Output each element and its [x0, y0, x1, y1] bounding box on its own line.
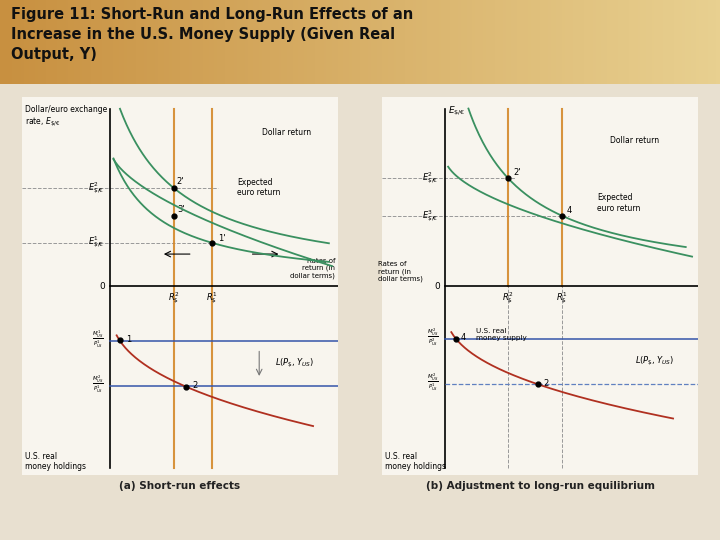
Text: $R^2_\$$: $R^2_\$$	[503, 291, 514, 306]
Text: $E^3_{\$/€}$: $E^3_{\$/€}$	[423, 208, 438, 224]
Text: 1: 1	[126, 335, 131, 344]
Text: 1': 1'	[218, 234, 225, 243]
Text: 3': 3'	[177, 206, 184, 214]
Text: U.S. real
money supply: U.S. real money supply	[477, 328, 527, 341]
Text: U.S. real
money holdings: U.S. real money holdings	[24, 452, 86, 471]
Text: $E^2_{\$/€}$: $E^2_{\$/€}$	[88, 180, 104, 195]
Text: 4: 4	[567, 206, 572, 215]
Text: $L(P_\$, Y_{US})$: $L(P_\$, Y_{US})$	[275, 357, 314, 370]
Text: 2': 2'	[513, 168, 521, 177]
Text: $R^1_\$$: $R^1_\$$	[557, 291, 568, 306]
Text: Dollar return: Dollar return	[262, 128, 312, 137]
Text: $E^2_{\$/€}$: $E^2_{\$/€}$	[423, 171, 438, 186]
Text: $L(P_\$, Y_{US})$: $L(P_\$, Y_{US})$	[635, 355, 674, 368]
Text: Expected
euro return: Expected euro return	[597, 193, 640, 213]
Text: $\frac{M^2_{US}}{P^1_{US}}$: $\frac{M^2_{US}}{P^1_{US}}$	[427, 372, 438, 394]
Text: 0: 0	[434, 282, 440, 291]
Text: $R^2_\$$: $R^2_\$$	[168, 291, 179, 306]
Text: Expected
euro return: Expected euro return	[237, 178, 280, 198]
Text: $E_{\$/€}$: $E_{\$/€}$	[448, 105, 466, 118]
Text: 4: 4	[461, 334, 466, 342]
Text: Figure 11: Short-Run and Long-Run Effects of an
Increase in the U.S. Money Suppl: Figure 11: Short-Run and Long-Run Effect…	[11, 6, 413, 63]
Text: $\frac{M^2_{US}}{P^1_{US}}$: $\frac{M^2_{US}}{P^1_{US}}$	[92, 374, 104, 395]
Text: $R^1_\$$: $R^1_\$$	[206, 291, 217, 306]
Text: 2: 2	[543, 379, 548, 388]
Text: U.S. real
money holdings: U.S. real money holdings	[384, 452, 446, 471]
Text: 2': 2'	[177, 177, 184, 186]
Text: $\frac{M^1_{US}}{P^1_{US}}$: $\frac{M^1_{US}}{P^1_{US}}$	[92, 328, 104, 350]
Text: $E^1_{\$/€}$: $E^1_{\$/€}$	[88, 235, 104, 251]
Text: $\frac{M^2_{US}}{P^2_{US}}$: $\frac{M^2_{US}}{P^2_{US}}$	[427, 326, 438, 348]
Text: (a) Short-run effects: (a) Short-run effects	[120, 481, 240, 491]
Text: 0: 0	[100, 282, 106, 291]
Text: (b) Adjustment to long-run equilibrium: (b) Adjustment to long-run equilibrium	[426, 481, 654, 491]
Text: 2: 2	[192, 381, 197, 390]
Text: Rates of
return (in
dollar terms): Rates of return (in dollar terms)	[290, 258, 336, 279]
Text: Dollar/euro exchange
rate, $E_{\$/€}$: Dollar/euro exchange rate, $E_{\$/€}$	[24, 105, 107, 129]
Text: Rates of
return (in
dollar terms): Rates of return (in dollar terms)	[379, 261, 423, 282]
Text: Dollar return: Dollar return	[610, 136, 659, 145]
